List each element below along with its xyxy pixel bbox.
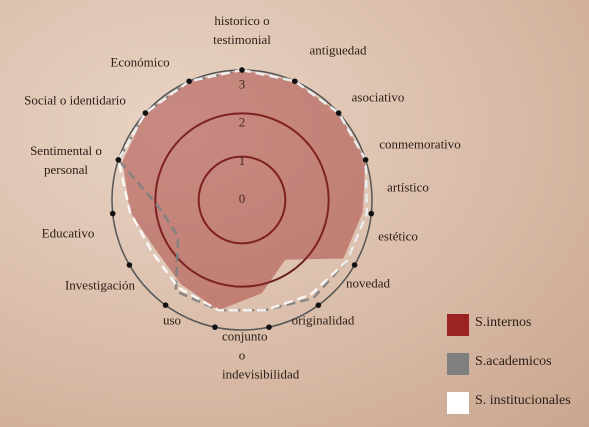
series-area	[122, 70, 366, 311]
category-label: historico o testimonial	[213, 13, 271, 47]
axis-dot	[292, 78, 298, 85]
category-label: conjunto o indevisibilidad	[222, 328, 300, 382]
axis-dot	[266, 324, 272, 330]
grid-ring	[154, 112, 330, 288]
category-label: Social o identidario	[24, 92, 126, 108]
r-tick-label: 0	[239, 191, 246, 206]
axis-dot	[335, 110, 342, 116]
category-label: novedad	[345, 275, 391, 291]
axis-dot	[126, 262, 133, 268]
legend-swatch	[447, 392, 469, 414]
axis-dot	[351, 262, 358, 268]
grid-ring	[197, 155, 287, 245]
category-label: conmemorativo	[379, 136, 461, 152]
category-label: Educativo	[41, 225, 95, 241]
axis-dot	[142, 110, 149, 116]
axis-dot	[115, 157, 122, 163]
category-label: antiguedad	[309, 42, 367, 58]
category-label: Sentimental o personal	[30, 143, 102, 177]
axis-dot	[109, 210, 116, 217]
legend-swatch	[447, 314, 469, 336]
category-label: originalidad	[291, 312, 355, 328]
legend-swatch	[447, 353, 469, 375]
legend-label: S. institucionales	[475, 393, 571, 408]
category-label: Investigación	[64, 277, 136, 293]
r-tick-label: 1	[239, 153, 246, 168]
legend-label: S.academicos	[475, 354, 552, 369]
category-label: uso	[162, 312, 182, 328]
axis-dot	[315, 302, 322, 308]
category-label: asociativo	[351, 89, 405, 105]
axis-dot	[239, 67, 245, 73]
r-tick-label: 3	[239, 77, 246, 92]
legend-label: S.internos	[475, 315, 532, 330]
axis-dot	[162, 302, 169, 308]
axis-dot	[212, 324, 218, 330]
axis-dot	[362, 157, 369, 163]
category-label: Económico	[110, 54, 170, 70]
category-label: artístico	[387, 179, 429, 195]
category-label: estético	[378, 228, 418, 244]
axis-dot	[368, 210, 375, 217]
axis-dot	[186, 78, 192, 85]
r-tick-label: 2	[239, 115, 246, 130]
